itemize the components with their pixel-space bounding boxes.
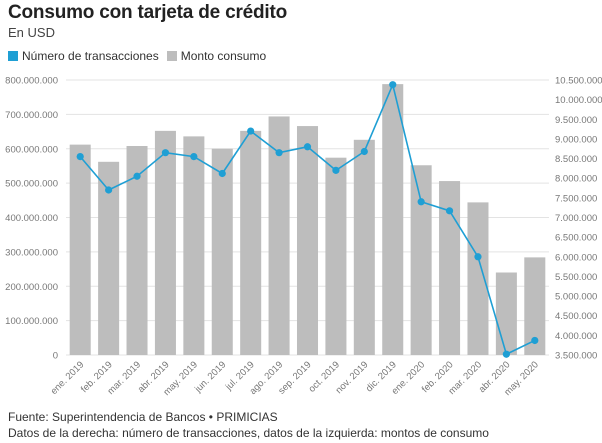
point-numero-transacciones [417, 198, 425, 206]
footer-source: Fuente: Superintendencia de Bancos • PRI… [8, 410, 278, 424]
bar-monto-consumo [325, 157, 347, 355]
bar-monto-consumo [211, 148, 233, 355]
bar-monto-consumo [296, 126, 319, 355]
bar-monto-consumo [524, 257, 546, 355]
y-right-tick-label: 3.500.000 [555, 351, 597, 362]
bar-monto-consumo [467, 202, 489, 355]
y-right-tick-label: 5.000.000 [555, 292, 597, 303]
point-numero-transacciones [218, 169, 226, 178]
point-numero-transacciones [303, 143, 312, 151]
y-right-tick-label: 10.000.000 [555, 95, 602, 106]
bar-monto-consumo [410, 165, 432, 355]
legend-label-transactions: Número de transacciones [22, 49, 159, 63]
point-numero-transacciones [133, 172, 141, 180]
y-right-tick-label: 6.500.000 [555, 233, 597, 244]
y-right-tick-label: 5.500.000 [555, 272, 597, 283]
point-numero-transacciones [76, 153, 84, 161]
bar-monto-consumo [495, 272, 517, 355]
point-numero-transacciones [105, 186, 113, 194]
bar-monto-consumo [69, 144, 91, 355]
x-tick-label: ene. 2019 [49, 359, 87, 397]
bar-monto-consumo [154, 130, 176, 355]
y-left-tick-label: 600.000.000 [5, 144, 58, 155]
y-left-tick-label: 0 [53, 351, 58, 362]
chart-subtitle: En USD [8, 25, 55, 40]
bar-monto-consumo [98, 161, 120, 355]
bar-monto-consumo [268, 116, 290, 355]
y-right-tick-label: 4.500.000 [555, 311, 597, 322]
y-left-tick-label: 800.000.000 [5, 76, 58, 87]
point-numero-transacciones [161, 149, 170, 157]
y-left-tick-label: 700.000.000 [5, 110, 58, 121]
y-right-tick-label: 7.000.000 [555, 213, 597, 224]
point-numero-transacciones [275, 149, 283, 157]
y-right-tick-label: 10.500.000 [555, 76, 602, 87]
chart-title: Consumo con tarjeta de crédito [8, 2, 288, 23]
point-numero-transacciones [190, 153, 198, 161]
x-tick-label: jun. 2019 [192, 359, 228, 395]
point-numero-transacciones [531, 336, 539, 345]
y-left-tick-label: 100.000.000 [5, 316, 58, 327]
legend-item-amount[interactable]: Monto consumo [166, 49, 267, 63]
legend-swatch-transactions [8, 51, 18, 61]
y-left-tick-label: 200.000.000 [5, 282, 58, 293]
point-numero-transacciones [247, 127, 255, 135]
y-right-tick-label: 7.500.000 [555, 193, 597, 204]
y-left-tick-label: 400.000.000 [5, 213, 58, 224]
point-numero-transacciones [445, 207, 454, 215]
y-left-tick-label: 300.000.000 [5, 247, 58, 258]
point-numero-transacciones [502, 350, 510, 358]
legend-item-transactions[interactable]: Número de transacciones [8, 49, 159, 63]
point-numero-transacciones [360, 147, 368, 156]
point-numero-transacciones [389, 81, 397, 89]
bar-monto-consumo [183, 136, 205, 355]
footer-note: Datos de la derecha: número de transacci… [8, 426, 489, 440]
bar-monto-consumo [353, 139, 375, 355]
point-numero-transacciones [332, 166, 340, 174]
bar-monto-consumo [382, 84, 404, 355]
bar-monto-consumo [126, 146, 148, 355]
chart-legend: Número de transacciones Monto consumo [8, 49, 274, 63]
y-right-tick-label: 9.500.000 [555, 115, 597, 126]
bar-monto-consumo [439, 181, 461, 355]
legend-swatch-amount [166, 51, 177, 61]
bar-monto-consumo [240, 130, 262, 355]
y-right-tick-label: 4.000.000 [555, 331, 597, 342]
y-left-tick-label: 500.000.000 [5, 179, 58, 190]
legend-label-amount: Monto consumo [180, 49, 267, 63]
y-right-tick-label: 9.000.000 [555, 134, 597, 145]
point-numero-transacciones [474, 253, 482, 261]
y-right-tick-label: 8.500.000 [555, 154, 597, 165]
y-right-tick-label: 8.000.000 [555, 174, 597, 185]
y-right-tick-label: 6.000.000 [555, 252, 597, 263]
